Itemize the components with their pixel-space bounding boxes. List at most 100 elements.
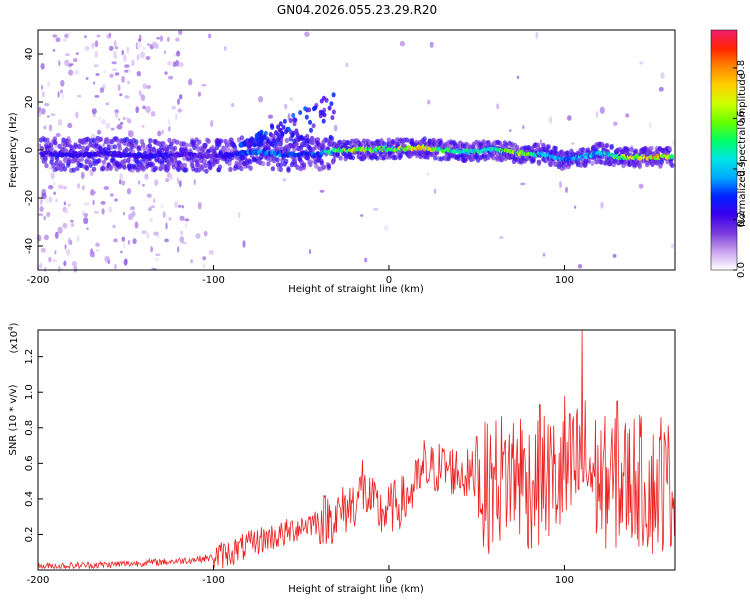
spectrogram-noise-cell	[258, 96, 263, 103]
spectrogram-noise-cell	[55, 232, 59, 239]
spectrogram-noise-cell	[517, 76, 519, 79]
spectrogram-ridge-halo	[302, 162, 306, 167]
spectrogram-branch-cell	[292, 139, 296, 144]
spectrogram-noise-cell	[157, 235, 160, 238]
spectrogram-ridge-halo	[610, 144, 614, 149]
spectrogram-noise-cell	[179, 94, 183, 99]
spectrogram-ridge-halo	[44, 163, 48, 168]
spectrogram-noise-cell	[161, 204, 164, 209]
spectrogram-noise-cell	[103, 70, 106, 73]
spectrogram-noise-cell	[242, 240, 245, 247]
spectrogram-noise-cell	[114, 264, 117, 270]
colorbar-gradient	[711, 30, 737, 270]
spectrogram-noise-cell	[543, 253, 546, 257]
spectrogram-noise-cell	[48, 185, 53, 189]
spectrogram-noise-cell	[144, 173, 148, 179]
snr-x-tick-label: -100	[202, 575, 225, 586]
spectrogram-noise-cell	[574, 206, 576, 209]
snr-y-tick-label: 0.2	[24, 526, 35, 542]
spectrogram-noise-cell	[46, 197, 50, 204]
snr-x-tick-label: -200	[27, 575, 50, 586]
spectrogram-noise-cell	[334, 125, 338, 132]
spectrogram-noise-cell	[400, 41, 405, 47]
spectrogram-noise-cell	[184, 218, 189, 221]
spectrogram-noise-cell	[427, 100, 431, 105]
spectrogram-ridge-halo	[248, 166, 252, 171]
spectrogram-noise-cell	[120, 251, 123, 254]
spectrogram-noise-cell	[157, 37, 160, 40]
spectrogram-ridge-core	[669, 154, 674, 158]
spectrogram-noise-cell	[72, 261, 77, 267]
spectrogram-ridge-halo	[271, 166, 275, 171]
spectrogram-noise-cell	[284, 104, 287, 110]
spectrogram-ridge-halo	[105, 137, 109, 142]
spectrogram-noise-cell	[165, 222, 167, 229]
spectrogram-noise-cell	[167, 61, 172, 66]
spectrogram-noise-cell	[238, 212, 240, 219]
spectrogram-noise-cell	[173, 62, 176, 68]
spectrogram-ridge-halo	[113, 144, 117, 149]
spectrogram-ridge-halo	[285, 138, 289, 143]
spectrogram-ridge-halo	[536, 143, 540, 148]
spectrogram-noise-cell	[56, 133, 61, 137]
spectrogram-noise-cell	[496, 103, 499, 109]
spectrogram-noise-cell	[115, 72, 119, 75]
spectrogram-noise-cell	[151, 111, 156, 116]
spectrogram-noise-cell	[41, 108, 46, 114]
spectrogram-noise-cell	[178, 62, 183, 67]
spectrogram-noise-cell	[671, 243, 674, 249]
spectrogram-ridge-halo	[608, 161, 612, 166]
spectrogram-noise-cell	[180, 216, 185, 221]
spectrogram-branch-cell	[323, 112, 327, 117]
spectrogram-noise-cell	[210, 120, 213, 127]
spectrogram-ridge-halo	[337, 140, 341, 145]
spectrogram-noise-cell	[65, 53, 70, 56]
spectrogram-noise-cell	[204, 231, 208, 237]
spectrogram-noise-cell	[93, 81, 95, 84]
spectrogram-noise-cell	[83, 202, 88, 206]
spectrogram-noise-cell	[68, 203, 71, 206]
spectrogram-noise-cell	[121, 180, 125, 185]
spectrogram-ridge-halo	[286, 166, 290, 171]
spectrogram-noise-cell	[167, 37, 170, 42]
spectrogram-ridge-halo	[293, 159, 297, 164]
spectrogram-noise-cell	[138, 180, 141, 184]
spectrogram-y-tick-label: 0	[24, 147, 35, 153]
spectrogram-noise-cell	[384, 225, 389, 232]
spectrogram-noise-cell	[96, 249, 99, 252]
spectrogram-branch-cell	[262, 134, 266, 139]
spectrogram-noise-cell	[101, 201, 106, 205]
spectrogram-noise-cell	[659, 87, 664, 92]
spectrogram-noise-cell	[40, 202, 42, 206]
spectrogram-ridge-halo	[228, 167, 232, 172]
spectrogram-noise-cell	[75, 69, 79, 75]
spectrogram-noise-cell	[540, 139, 542, 144]
spectrogram-noise-cell	[142, 125, 145, 127]
spectrogram-ridge-halo	[670, 163, 674, 168]
spectrogram-noise-cell	[190, 259, 193, 263]
spectrogram-noise-cell	[38, 213, 43, 216]
spectrogram-branch-cell	[289, 118, 293, 123]
spectrogram-y-tick-label: 20	[24, 96, 35, 109]
snr-y-tick-label: 1.2	[24, 349, 35, 365]
spectrogram-ridge-halo	[279, 162, 283, 167]
spectrogram-noise-cell	[174, 201, 178, 208]
spectrogram-ridge-halo	[148, 138, 152, 143]
spectrogram-noise-cell	[639, 62, 643, 65]
spectrogram-branch-cell	[309, 128, 313, 133]
spectrogram-ridge-halo	[284, 159, 288, 164]
spectrogram-branch-cell	[239, 143, 243, 148]
spectrogram-noise-cell	[520, 183, 525, 186]
spectrogram-noise-cell	[94, 51, 98, 58]
spectrogram-noise-cell	[58, 227, 63, 234]
spectrogram-noise-cell	[65, 244, 67, 249]
spectrogram-ridge-halo	[85, 166, 89, 171]
spectrogram-noise-cell	[122, 237, 126, 242]
spectrogram-noise-cell	[73, 59, 77, 62]
spectrogram-noise-cell	[165, 178, 169, 182]
spectrogram-noise-cell	[164, 239, 169, 243]
spectrogram-noise-cell	[94, 64, 99, 67]
spectrogram-ridge-halo	[207, 139, 211, 144]
spectrogram-ridge-halo	[239, 166, 243, 171]
spectrogram-noise-cell	[164, 71, 167, 75]
